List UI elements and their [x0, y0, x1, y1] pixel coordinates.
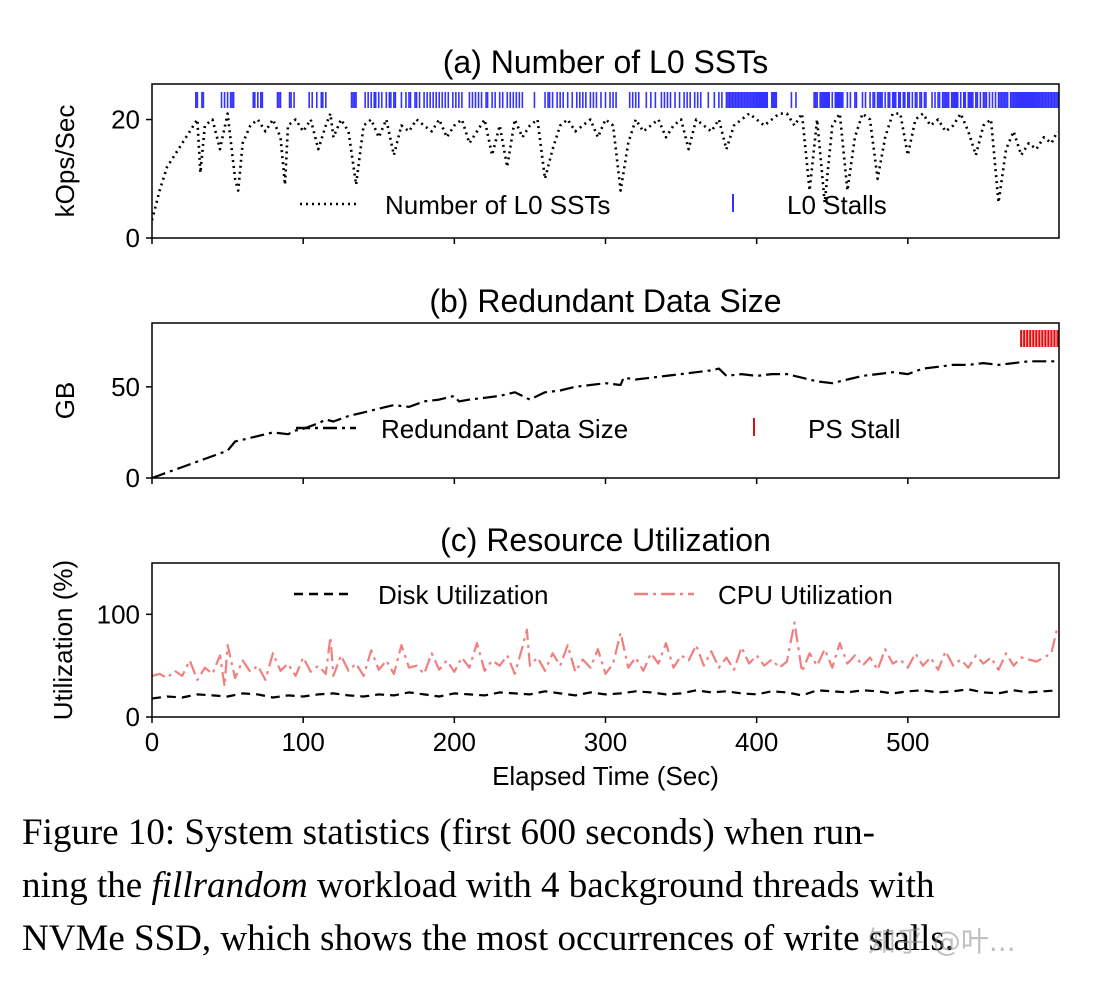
chart-title: (b) Redundant Data Size: [429, 283, 781, 319]
chart-title: (a) Number of L0 SSTs: [443, 44, 768, 80]
series-line: [152, 688, 1058, 700]
x-axis-label: Elapsed Time (Sec): [492, 761, 719, 791]
x-tick-label: 0: [145, 727, 159, 757]
legend-label: CPU Utilization: [718, 580, 893, 610]
x-tick-label: 300: [584, 727, 627, 757]
y-tick-label: 50: [111, 372, 140, 402]
legend-label: Disk Utilization: [378, 580, 549, 610]
caption-text: ning the: [22, 865, 152, 906]
x-tick-label: 100: [281, 727, 324, 757]
y-tick-label: 100: [97, 599, 140, 629]
plot-area: [152, 621, 1059, 700]
series-line: [152, 621, 1059, 688]
legend-label: PS Stall: [808, 414, 901, 444]
y-axis-label: kOps/Sec: [50, 105, 80, 218]
series-line: [152, 360, 1058, 478]
y-tick-label: 0: [126, 223, 140, 253]
legend-label: Redundant Data Size: [381, 414, 628, 444]
y-tick-label: 0: [126, 463, 140, 493]
caption-line-1: Figure 10: System statistics (first 600 …: [22, 812, 875, 853]
y-axis-label: GB: [50, 382, 80, 420]
watermark: 知乎 @叶...: [868, 925, 1016, 958]
series-line: [152, 112, 1059, 221]
legend-label: L0 Stalls: [787, 190, 887, 220]
chart-title: (c) Resource Utilization: [440, 522, 771, 558]
chart-panel-3: (c) Resource Utilization 0 100 200 300 400 500…: [48, 522, 1060, 791]
x-tick-label: 400: [735, 727, 778, 757]
y-axis-label: Utilization (%): [48, 560, 78, 720]
figure: (a) Number of L0 SSTs 0 20 kOps/Sec Number o…: [48, 44, 1060, 791]
y-tick-label: 0: [126, 702, 140, 732]
x-tick-label: 200: [433, 727, 476, 757]
figure-caption: Figure 10: System statistics (first 600 …: [22, 806, 1107, 965]
caption-line-2: ning the fillrandom workload with 4 back…: [22, 859, 1107, 912]
legend-label: Number of L0 SSTs: [385, 190, 610, 220]
plot-area: [152, 92, 1059, 221]
chart-panel-2: (b) Redundant Data Size 0 50 GB Redundant Da…: [50, 283, 1060, 493]
x-tick-label: 500: [886, 727, 929, 757]
chart-panel-1: (a) Number of L0 SSTs 0 20 kOps/Sec Number o…: [50, 44, 1060, 253]
plot-frame: [151, 322, 1060, 479]
caption-text: workload with 4 background threads with: [307, 865, 935, 906]
y-tick-label: 20: [111, 105, 140, 135]
caption-line-3: NVMe SSD, which shows the most occurrenc…: [22, 918, 955, 959]
plot-area: [152, 330, 1059, 478]
caption-workload-name: fillrandom: [151, 865, 308, 906]
